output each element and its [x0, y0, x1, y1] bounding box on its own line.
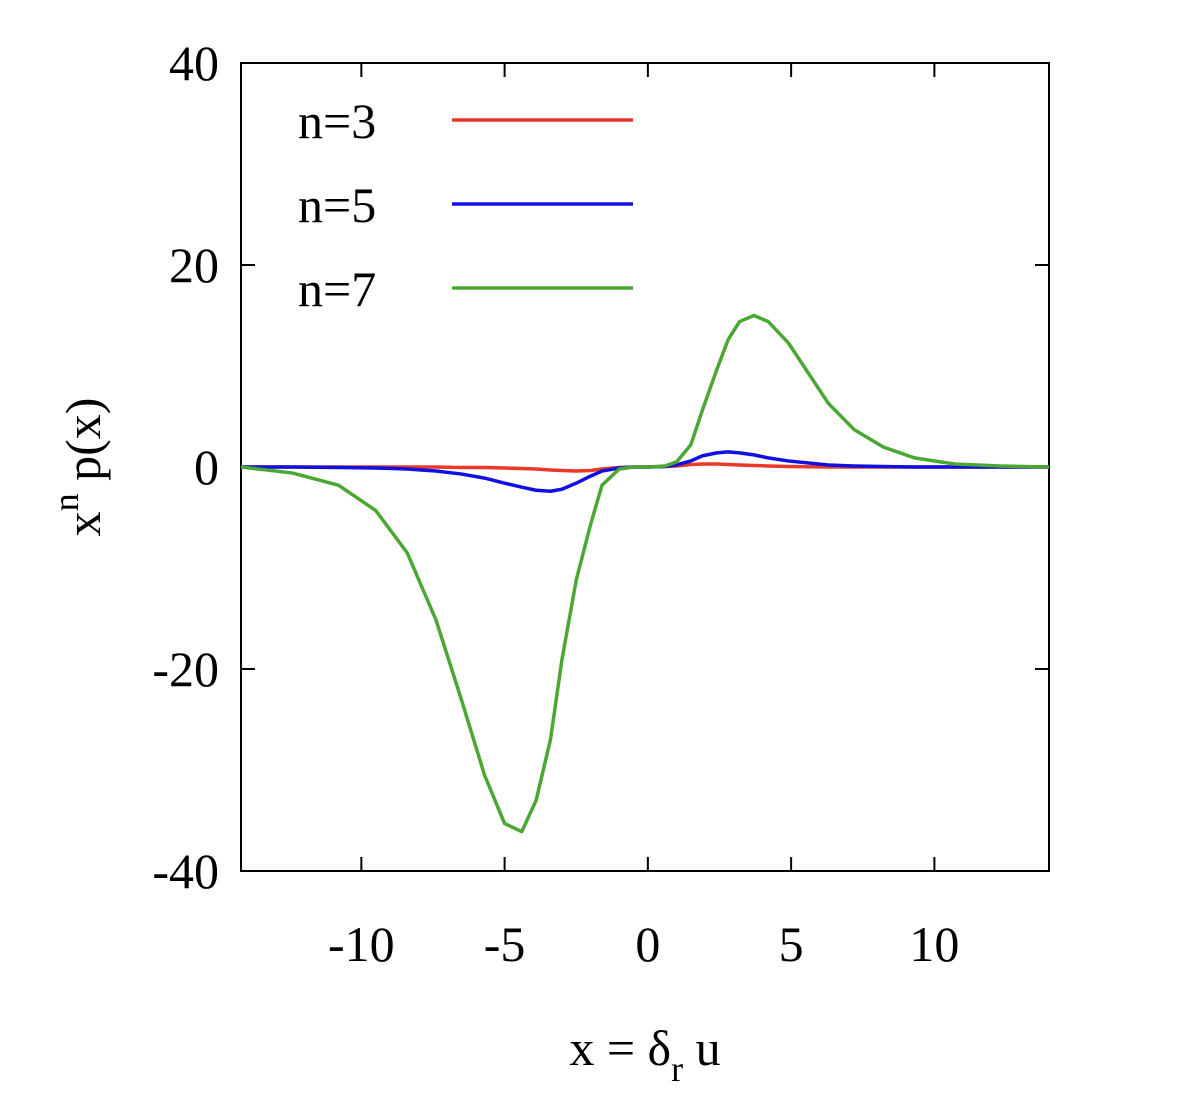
y-axis-label-part: p(x)	[55, 398, 111, 494]
y-tick-label: 20	[169, 237, 219, 293]
y-axis-label-part: x	[55, 511, 111, 536]
x-axis-label: x = δr u	[569, 1020, 720, 1089]
x-tick-label: 5	[779, 916, 804, 972]
x-axis-label-part: r	[671, 1049, 683, 1089]
y-tick-label: 0	[194, 439, 219, 495]
x-tick-label: 10	[909, 916, 959, 972]
y-tick-label: -20	[152, 641, 219, 697]
x-axis-label-part: x = δ	[569, 1020, 671, 1076]
x-tick-label: -10	[328, 916, 395, 972]
y-axis-label: xn p(x)	[46, 398, 111, 537]
x-tick-label: 0	[635, 916, 660, 972]
y-axis-label-part: n	[46, 493, 86, 511]
y-tick-label: -40	[152, 843, 219, 899]
series-line	[241, 450, 1049, 493]
y-tick-label: 40	[169, 35, 219, 91]
legend-label: n=5	[298, 177, 376, 233]
legend-label: n=7	[298, 261, 376, 317]
legend-label: n=3	[298, 93, 376, 149]
x-tick-label: -5	[484, 916, 526, 972]
series-line	[240, 313, 1050, 834]
x-axis-label-part: u	[683, 1020, 721, 1076]
